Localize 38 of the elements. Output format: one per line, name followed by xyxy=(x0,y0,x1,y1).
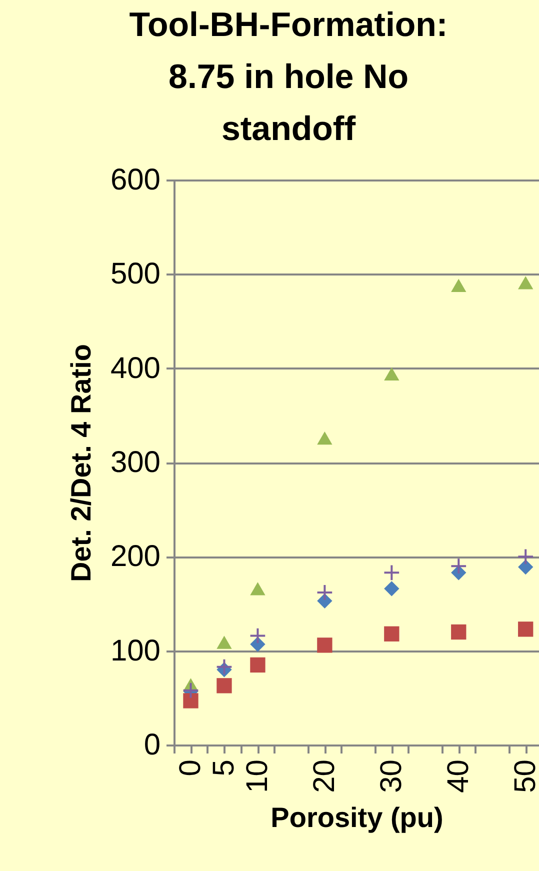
point xyxy=(250,657,266,673)
x-tick-label: 50 xyxy=(509,760,539,793)
point xyxy=(518,276,534,290)
y-tick-label: 600 xyxy=(110,164,160,196)
x-tick-label: 40 xyxy=(442,760,476,793)
point xyxy=(216,678,232,694)
point xyxy=(216,636,232,649)
y-tick-label: 100 xyxy=(110,634,160,668)
point xyxy=(250,636,266,652)
point xyxy=(451,278,466,292)
chart-title: Tool-BH-Formation: 8.75 in hole No standoff xyxy=(129,6,448,148)
y-axis-title: Det. 2/Det. 4 Ratio xyxy=(65,344,96,582)
x-tick-label: 5 xyxy=(208,760,241,776)
point xyxy=(384,626,400,642)
point xyxy=(216,658,233,676)
point xyxy=(183,693,198,708)
point xyxy=(450,558,468,574)
point xyxy=(384,367,400,381)
point xyxy=(316,584,334,601)
y-tick-label: 300 xyxy=(110,446,160,479)
x-tick-label: 0 xyxy=(174,760,208,776)
x-tick-label: 10 xyxy=(241,760,274,793)
x-tick-label: 30 xyxy=(375,760,408,793)
x-tick-label: 20 xyxy=(308,760,342,793)
point xyxy=(317,638,332,653)
y-tick-label: 500 xyxy=(110,258,160,291)
point xyxy=(518,559,534,575)
point xyxy=(384,581,400,596)
point xyxy=(249,627,266,644)
point xyxy=(518,622,534,637)
point xyxy=(451,624,466,640)
point xyxy=(517,548,534,566)
point xyxy=(250,582,266,596)
point xyxy=(383,564,400,582)
y-tick-label: 200 xyxy=(110,540,160,574)
y-tick-label: 400 xyxy=(110,352,160,385)
x-axis-title: Porosity (pu) xyxy=(270,802,444,833)
point xyxy=(317,431,332,445)
